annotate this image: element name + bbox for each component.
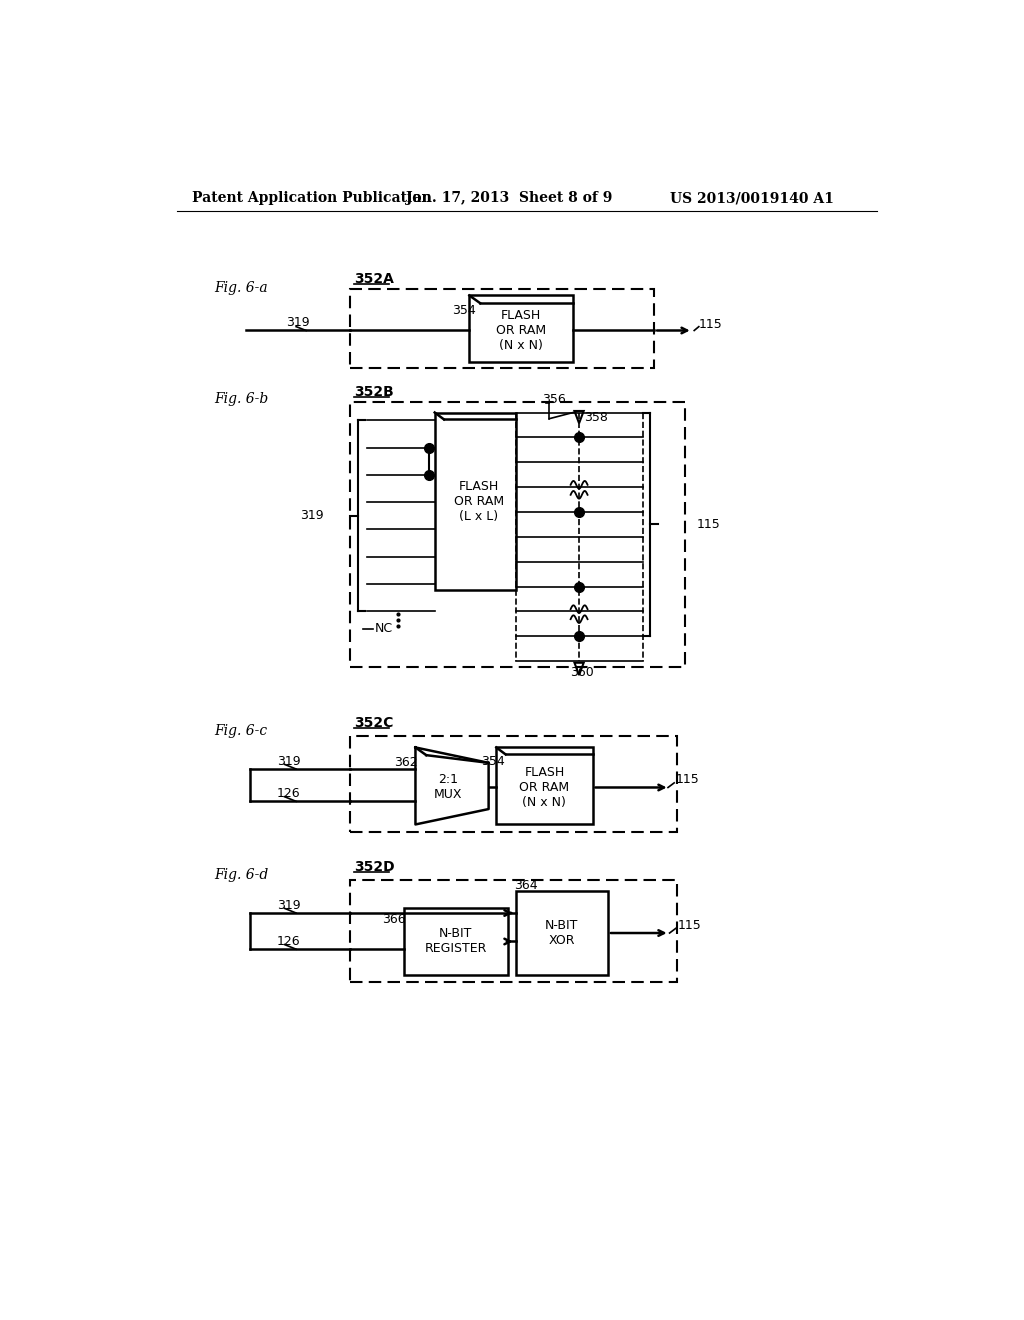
Text: 358: 358 <box>584 411 607 424</box>
Text: 319: 319 <box>286 317 309 329</box>
Bar <box>515 891 608 974</box>
Text: FLASH
OR RAM
(N x N): FLASH OR RAM (N x N) <box>497 309 547 352</box>
Text: 115: 115 <box>677 919 701 932</box>
Text: FLASH
OR RAM
(N x N): FLASH OR RAM (N x N) <box>519 766 569 809</box>
Text: 354: 354 <box>481 755 505 768</box>
Text: Patent Application Publication: Patent Application Publication <box>193 191 432 206</box>
Text: 319: 319 <box>276 755 300 768</box>
Text: 360: 360 <box>569 667 594 680</box>
Text: 364: 364 <box>514 879 538 892</box>
Text: 115: 115 <box>676 774 699 787</box>
Text: US 2013/0019140 A1: US 2013/0019140 A1 <box>670 191 834 206</box>
Text: 352A: 352A <box>354 272 394 285</box>
Text: 366: 366 <box>382 913 406 927</box>
Text: 352C: 352C <box>354 715 393 730</box>
Bar <box>350 289 654 368</box>
Text: 115: 115 <box>696 517 720 531</box>
Bar <box>350 880 677 982</box>
Text: 115: 115 <box>698 318 723 331</box>
Text: N-BIT
REGISTER: N-BIT REGISTER <box>425 928 487 956</box>
Text: 2:1
MUX: 2:1 MUX <box>434 774 463 801</box>
Bar <box>350 403 685 667</box>
Bar <box>469 296 573 363</box>
Bar <box>350 737 677 832</box>
Text: FLASH
OR RAM
(L x L): FLASH OR RAM (L x L) <box>454 479 504 523</box>
Text: Fig. 6-b: Fig. 6-b <box>214 392 268 407</box>
Text: 319: 319 <box>300 510 324 523</box>
Text: 319: 319 <box>276 899 300 912</box>
Text: Fig. 6-d: Fig. 6-d <box>214 867 268 882</box>
Text: 362: 362 <box>394 756 418 770</box>
Text: 356: 356 <box>542 393 565 407</box>
Text: 352B: 352B <box>354 384 393 399</box>
Bar <box>403 908 508 974</box>
Text: 354: 354 <box>453 305 476 317</box>
Text: 126: 126 <box>276 935 300 948</box>
Text: 126: 126 <box>276 787 300 800</box>
Text: N-BIT
XOR: N-BIT XOR <box>545 919 579 946</box>
Text: Fig. 6-a: Fig. 6-a <box>214 281 267 294</box>
Text: Jan. 17, 2013  Sheet 8 of 9: Jan. 17, 2013 Sheet 8 of 9 <box>407 191 612 206</box>
Text: 352D: 352D <box>354 859 394 874</box>
Text: NC: NC <box>375 622 393 635</box>
Text: Fig. 6-c: Fig. 6-c <box>214 723 267 738</box>
Bar <box>497 747 593 825</box>
Bar <box>435 413 515 590</box>
